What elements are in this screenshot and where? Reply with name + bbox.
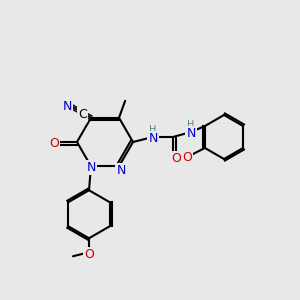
Text: H: H (187, 120, 195, 130)
Text: N: N (148, 132, 158, 145)
Text: O: O (84, 248, 94, 261)
Text: C: C (78, 108, 87, 121)
Text: O: O (49, 137, 59, 150)
Text: N: N (86, 161, 96, 174)
Text: H: H (149, 125, 157, 135)
Text: N: N (116, 164, 126, 177)
Text: O: O (182, 151, 192, 164)
Text: N: N (62, 100, 72, 113)
Text: O: O (171, 152, 181, 165)
Text: N: N (186, 127, 196, 140)
